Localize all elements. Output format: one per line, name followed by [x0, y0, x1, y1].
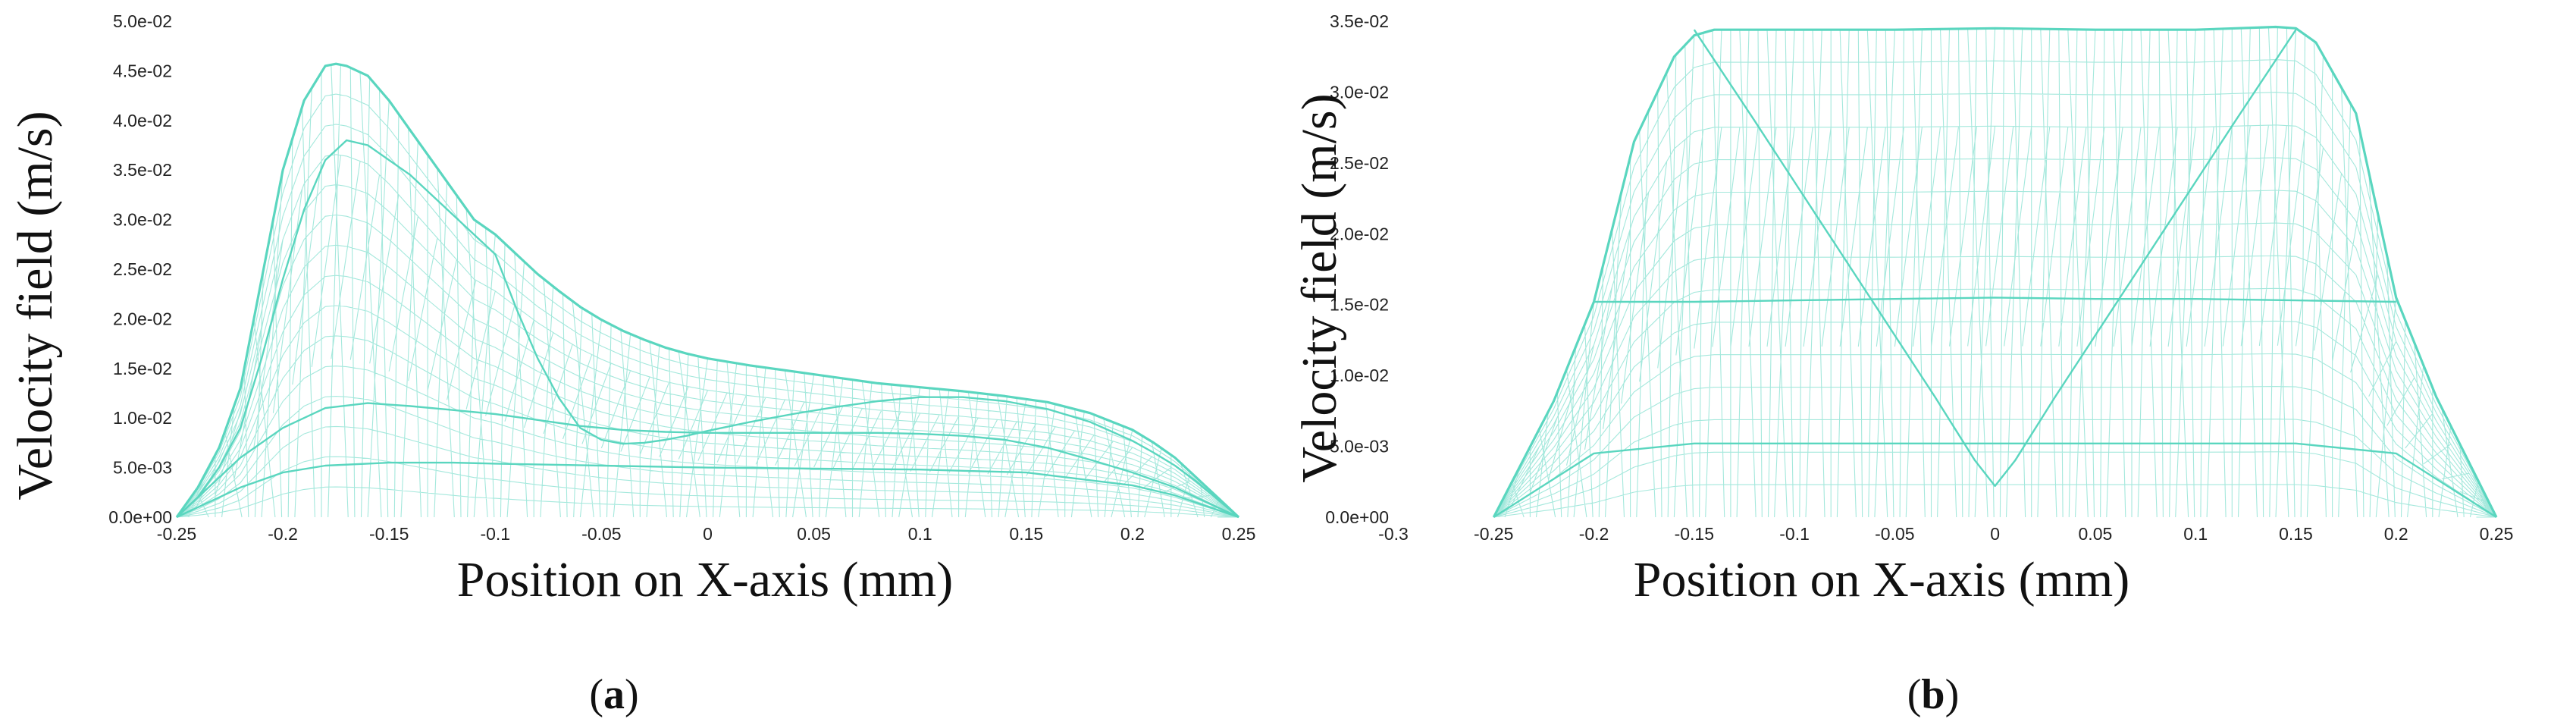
- x-tick-label-a: 0.05: [797, 524, 831, 544]
- chart-panel-b: 0.0e+00 5.0e-03 1.0e-02 1.5e-02 2.0e-02 2.5e-…: [1289, 0, 2576, 728]
- x-tick-label-a: 0.1: [908, 524, 932, 544]
- series-line-a-2: [176, 402, 1239, 519]
- chart-a-svg: 0.0e+00 5.0e-03 1.0e-02 1.5e-02 2.0e-02 2.5e-…: [8, 11, 1256, 718]
- panel-label-b: (b): [1907, 671, 1959, 718]
- x-tick-label-b: -0.25: [1474, 524, 1513, 544]
- x-tick-label-b: 0.1: [2183, 524, 2208, 544]
- y-tick-label-a: 2.5e-02: [113, 259, 172, 279]
- y-axis-title-b: Velocity field (m/s): [1292, 93, 1347, 482]
- y-tick-label-b: 2.5e-02: [1330, 153, 1389, 173]
- mesh-a: [176, 64, 1239, 518]
- x-tick-label-a: 0.25: [1222, 524, 1256, 544]
- x-tick-label-b: 0.25: [2480, 524, 2514, 544]
- series-line-b-2: [1594, 297, 2396, 303]
- y-tick-label-b: 3.5e-02: [1330, 11, 1389, 31]
- y-ticks-a: 0.0e+00 5.0e-03 1.0e-02 1.5e-02 2.0e-02 2.5e-…: [108, 11, 172, 527]
- marks-b: [1492, 25, 2498, 519]
- series-line-a-1: [176, 139, 1239, 518]
- y-tick-label-b: 3.0e-02: [1330, 82, 1389, 102]
- panel-label-a: (a): [589, 671, 638, 718]
- marks-a: [175, 62, 1240, 519]
- x-tick-label-a: 0: [703, 524, 713, 544]
- chart-b-svg: 0.0e+00 5.0e-03 1.0e-02 1.5e-02 2.0e-02 2.5e-…: [1292, 11, 2513, 718]
- series-line-b-1: [1693, 29, 2297, 488]
- y-tick-label-a: 4.5e-02: [113, 61, 172, 80]
- y-tick-label-a: 1.0e-02: [113, 408, 172, 428]
- panel-letter-a: a: [603, 671, 625, 718]
- y-tick-label-a: 4.0e-02: [113, 111, 172, 130]
- x-tick-label-b: -0.2: [1579, 524, 1609, 544]
- x-ticks-b: -0.3 -0.25 -0.2 -0.15 -0.1 -0.05 0 0.05 0.1 0.15 0…: [1378, 524, 2513, 544]
- chart-panel-a: 0.0e+00 5.0e-03 1.0e-02 1.5e-02 2.0e-02 2.5e-…: [8, 11, 1256, 718]
- x-tick-label-a: -0.05: [581, 524, 621, 544]
- x-tick-label-b: -0.1: [1779, 524, 1810, 544]
- x-tick-label-b: 0.15: [2279, 524, 2313, 544]
- x-tick-label-b: -0.15: [1675, 524, 1714, 544]
- series-line-a-0: [175, 62, 1240, 519]
- mesh-wireframe-a: [176, 64, 1239, 518]
- x-axis-title-a: Position on X-axis (mm): [457, 552, 954, 607]
- x-tick-label-a: -0.15: [369, 524, 409, 544]
- y-tick-label-a: 3.5e-02: [113, 160, 172, 180]
- y-tick-label-b: 1.0e-02: [1330, 366, 1389, 385]
- series-line-b-0: [1492, 25, 2498, 518]
- y-tick-label-a: 0.0e+00: [108, 507, 172, 527]
- x-tick-label-b: -0.3: [1378, 524, 1409, 544]
- y-tick-label-a: 1.5e-02: [113, 359, 172, 378]
- y-axis-title-a: Velocity field (m/s): [8, 111, 63, 500]
- panel-letter-b: b: [1921, 671, 1945, 718]
- x-tick-label-b: 0: [1990, 524, 2000, 544]
- y-tick-label-a: 2.0e-02: [113, 309, 172, 328]
- y-tick-label-b: 1.5e-02: [1330, 295, 1389, 315]
- x-tick-label-a: 0.15: [1009, 524, 1043, 544]
- y-tick-label-a: 5.0e-02: [113, 11, 172, 31]
- y-ticks-b: 0.0e+00 5.0e-03 1.0e-02 1.5e-02 2.0e-02 2.5e-…: [1325, 11, 1389, 527]
- x-tick-label-a: -0.2: [268, 524, 298, 544]
- x-tick-label-a: -0.25: [157, 524, 196, 544]
- y-tick-label-a: 5.0e-03: [113, 458, 172, 478]
- x-ticks-a: -0.25 -0.2 -0.15 -0.1 -0.05 0 0.05 0.1 0.15 0.2 0.…: [157, 524, 1256, 544]
- y-tick-label-a: 3.0e-02: [113, 210, 172, 230]
- x-tick-label-a: -0.1: [480, 524, 510, 544]
- y-tick-label-b: 5.0e-03: [1330, 437, 1389, 457]
- y-tick-label-b: 2.0e-02: [1330, 224, 1389, 243]
- x-tick-label-b: 0.2: [2384, 524, 2408, 544]
- x-tick-label-a: 0.2: [1120, 524, 1145, 544]
- x-tick-label-b: 0.05: [2079, 524, 2113, 544]
- series-line-a-3: [176, 461, 1239, 519]
- series-line-b-3: [1493, 442, 2497, 519]
- x-tick-label-b: -0.05: [1875, 524, 1914, 544]
- y-tick-label-b: 0.0e+00: [1325, 507, 1389, 527]
- x-axis-title-b: Position on X-axis (mm): [1634, 552, 2130, 607]
